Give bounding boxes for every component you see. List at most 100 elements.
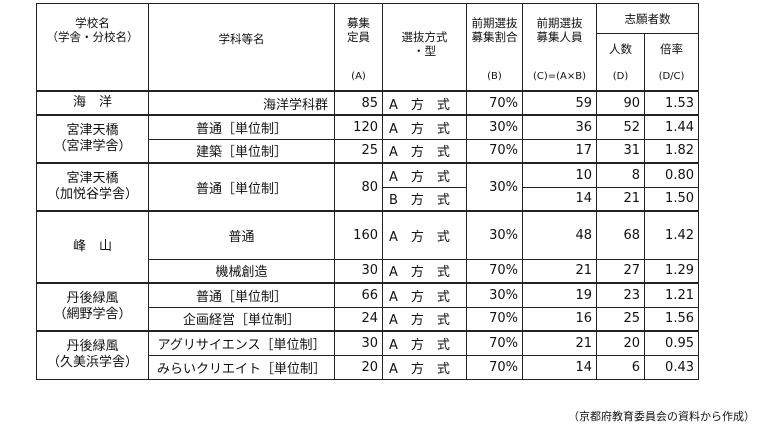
method: A 方 式 [382,354,467,380]
school-name: 丹後緑風 （久美浜学舎） [36,330,149,380]
dept-name: 企画経営［単位制］ [148,306,335,332]
applicant-count: 21 [596,186,645,212]
applicant-count: 90 [596,90,645,116]
early-count: 14 [522,354,597,380]
rate-value: 1.50 [644,186,699,212]
rate-value: 1.56 [644,306,699,332]
school-name: 丹後緑風 （網野学舎） [36,282,149,332]
method: A 方 式 [382,138,467,164]
early-count: 16 [522,306,597,332]
school-name: 海 洋 [36,90,149,116]
capacity: 30 [334,258,383,284]
rate-value: 1.21 [644,282,699,308]
header-capacity: 募集 定員 (A) [334,3,383,92]
dept-name: 普通［単位制］ [148,114,335,140]
table-row: 丹後緑風 （網野学舎） 普通［単位制］ 66 A 方 式 30% 19 23 1… [36,282,699,332]
header-dept: 学科等名 [148,3,335,92]
ratio: 30% [466,162,523,212]
early-count: 10 [522,162,597,188]
early-count: 36 [522,114,597,140]
rate-value: 1.42 [644,210,699,260]
early-count: 21 [522,330,597,356]
rate-value: 0.80 [644,162,699,188]
applicant-count: 20 [596,330,645,356]
capacity: 25 [334,138,383,164]
rate-value: 1.53 [644,90,699,116]
rate-value: 1.29 [644,258,699,284]
ratio: 70% [466,138,523,164]
method: B 方 式 [382,186,467,212]
ratio: 30% [466,282,523,308]
header-applicants: 人数 (D) [596,33,645,92]
table-row: B 方 式 14 21 1.50 [37,186,699,212]
header-ratio: 前期選抜 募集割合 (B) [466,3,523,92]
table-row: 建築［単位制］ 25 A 方 式 70% 17 31 1.82 [37,138,699,164]
early-count: 21 [522,258,597,284]
method: A 方 式 [382,162,467,188]
school-name: 峰 山 [36,210,149,284]
header-school: 学校名 （学舎・分校名） [36,3,149,92]
method: A 方 式 [382,210,467,260]
applicant-count: 25 [596,306,645,332]
table-row: 丹後緑風 （久美浜学舎） アグリサイエンス［単位制］ 30 A 方 式 70% … [36,330,699,380]
applicant-count: 23 [596,282,645,308]
capacity: 80 [334,162,383,212]
source-caption: （京都府教育委員会の資料から作成） [568,410,755,423]
applicants-table: 学校名 （学舎・分校名） 学科等名 募集 定員 (A) 選抜方式 ・型 [36,3,699,380]
table-row: 企画経営［単位制］ 24 A 方 式 70% 16 25 1.56 [37,306,699,332]
rate-value: 1.82 [644,138,699,164]
ratio: 70% [466,90,523,116]
header-applicants-group: 志願者数 [596,3,699,34]
early-count: 14 [522,186,597,212]
method: A 方 式 [382,90,467,116]
ratio: 70% [466,306,523,332]
table-row: 峰 山 普通 160 A 方 式 30% 48 68 1.42 [36,210,699,284]
capacity: 120 [334,114,383,140]
applicant-count: 8 [596,162,645,188]
table-row: 宮津天橋 （加悦谷学舎） 普通［単位制］ 80 A 方 式 30% 10 8 0… [36,162,699,212]
capacity: 66 [334,282,383,308]
ratio: 30% [466,210,523,260]
table-row: 海 洋 海洋学科群 85 A 方 式 70% 59 90 1.53 [36,90,699,116]
capacity: 85 [334,90,383,116]
method: A 方 式 [382,330,467,356]
ratio: 30% [466,114,523,140]
dept-name: 機械創造 [148,258,335,284]
applicant-count: 52 [596,114,645,140]
table-row: 宮津天橋 （宮津学舎） 普通［単位制］ 120 A 方 式 30% 36 52 … [36,114,699,164]
school-name: 宮津天橋 （宮津学舎） [36,114,149,164]
header-method: 選抜方式 ・型 [382,3,467,92]
dept-name: 建築［単位制］ [148,138,335,164]
table-row: 機械創造 30 A 方 式 70% 21 27 1.29 [37,258,699,284]
table-row: みらいクリエイト［単位制］ 20 A 方 式 70% 14 6 0.43 [37,354,699,380]
ratio: 70% [466,354,523,380]
dept-name: アグリサイエンス［単位制］ [148,330,335,356]
rate-value: 0.43 [644,354,699,380]
dept-name: 普通 [148,210,335,260]
dept-name: 海洋学科群 [148,90,335,116]
early-count: 19 [522,282,597,308]
rate-value: 0.95 [644,330,699,356]
method: A 方 式 [382,282,467,308]
school-name: 宮津天橋 （加悦谷学舎） [36,162,149,212]
method: A 方 式 [382,114,467,140]
header-rate: 倍率 (D/C) [644,33,699,92]
applicant-count: 27 [596,258,645,284]
early-count: 17 [522,138,597,164]
capacity: 30 [334,330,383,356]
early-count: 48 [522,210,597,260]
dept-name: 普通［単位制］ [148,162,335,212]
dept-name: 普通［単位制］ [148,282,335,308]
ratio: 70% [466,258,523,284]
rate-value: 1.44 [644,114,699,140]
header-early: 前期選抜 募集人員 (C)=(A×B) [522,3,597,92]
method: A 方 式 [382,258,467,284]
applicant-count: 31 [596,138,645,164]
capacity: 160 [334,210,383,260]
early-count: 59 [522,90,597,116]
applicant-count: 6 [596,354,645,380]
capacity: 24 [334,306,383,332]
dept-name: みらいクリエイト［単位制］ [148,354,335,380]
ratio: 70% [466,330,523,356]
capacity: 20 [334,354,383,380]
